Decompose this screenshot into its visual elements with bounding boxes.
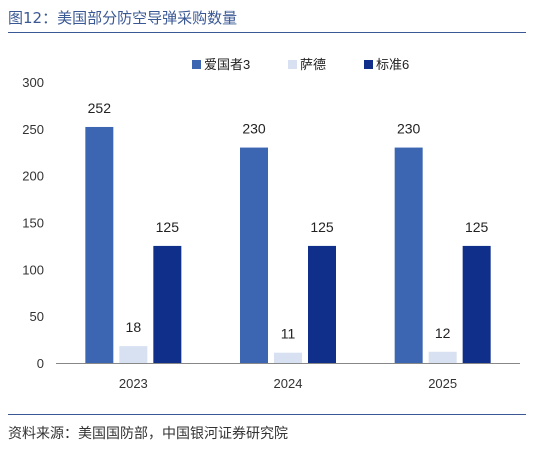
bar-chart: 爱国者3 萨德 标准6 0 50 100 150 200 250 300 252 18 125 230…	[22, 57, 520, 391]
y-tick-label: 50	[30, 309, 44, 324]
data-label: 11	[281, 326, 296, 342]
figure-title: 图12：美国部分防空导弹采购数量	[8, 9, 238, 27]
bar-2024-1	[240, 147, 268, 363]
data-label: 12	[435, 325, 451, 341]
y-axis: 0 50 100 150 200 250 300	[22, 75, 44, 371]
legend-label: 标准6	[376, 57, 409, 72]
x-tick-label: 2025	[428, 376, 457, 391]
data-label: 230	[397, 121, 421, 137]
data-label: 230	[242, 121, 266, 137]
chart-legend: 爱国者3 萨德 标准6	[192, 57, 409, 72]
x-axis: 2023 2024 2025	[56, 363, 520, 391]
bar-2024-3	[308, 245, 336, 363]
bar-2025-2	[428, 351, 457, 363]
y-tick-label: 100	[22, 262, 44, 277]
data-label: 18	[126, 319, 142, 335]
legend-swatch	[192, 60, 201, 69]
bar-2023-3	[153, 245, 182, 363]
data-label: 125	[156, 219, 180, 235]
data-label: 252	[88, 100, 112, 116]
y-tick-label: 300	[22, 75, 44, 90]
bar-2025-3	[462, 245, 491, 363]
legend-label: 萨德	[300, 57, 326, 72]
figure-footer: 资料来源：美国国防部，中国银河证券研究院	[8, 414, 526, 446]
data-labels: 252 18 125 230 11 125 230 12 125	[88, 100, 489, 342]
figure-header: 图12：美国部分防空导弹采购数量	[8, 5, 526, 33]
bar-2024-2	[274, 352, 302, 363]
y-tick-label: 250	[22, 122, 44, 137]
y-tick-label: 200	[22, 169, 44, 184]
bar-2023-2	[119, 346, 148, 363]
data-label: 125	[310, 219, 334, 235]
legend-swatch	[364, 60, 373, 69]
data-label: 125	[465, 219, 489, 235]
y-tick-label: 150	[22, 216, 44, 231]
bar-group	[85, 126, 491, 364]
legend-swatch	[288, 60, 297, 69]
source-note: 资料来源：美国国防部，中国银河证券研究院	[8, 426, 288, 442]
x-tick-label: 2024	[274, 376, 303, 391]
x-tick-label: 2023	[119, 376, 148, 391]
legend-label: 爱国者3	[204, 57, 250, 72]
bar-2023-1	[85, 126, 114, 364]
bar-2025-1	[394, 147, 423, 363]
y-tick-label: 0	[37, 356, 44, 371]
